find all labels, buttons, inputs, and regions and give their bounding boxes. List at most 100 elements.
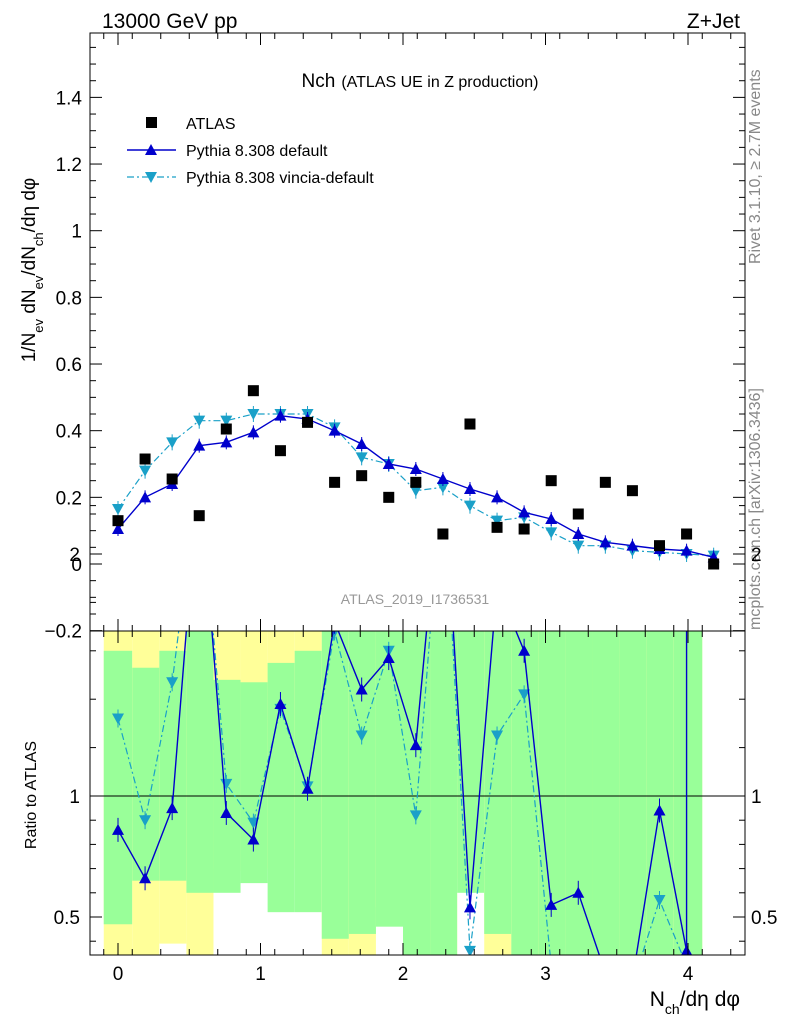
main-title-subtitle: (ATLAS UE in Z production) <box>341 74 538 91</box>
ratio-vincia-point <box>599 973 611 984</box>
main-default-point <box>139 491 152 503</box>
main-y-tick-label: −0.2 <box>44 622 82 643</box>
legend-marker-atlas <box>146 117 157 128</box>
main-y-tick-label: 0.8 <box>56 288 82 309</box>
main-default-point <box>220 436 233 448</box>
header-process-label: Z+Jet <box>687 10 740 33</box>
main-default-point <box>680 544 693 556</box>
main-atlas-point <box>166 473 178 485</box>
main-default-point <box>247 426 260 438</box>
ratio-default-point <box>599 967 611 978</box>
main-y-tick-label: 1.2 <box>56 155 82 176</box>
main-default-point <box>382 458 395 470</box>
main-atlas-point <box>626 485 638 497</box>
ratio-default-point <box>463 901 476 913</box>
ratio-default-point <box>382 652 395 664</box>
ratio-vincia-point <box>463 945 476 955</box>
ratio-inner-band <box>430 631 458 955</box>
main-default-point <box>274 409 287 421</box>
ratio-vincia-point <box>247 817 260 829</box>
analysis-id-label: ATLAS_2019_I1736531 <box>341 591 490 607</box>
ratio-y-tick-label: 1 <box>69 787 80 808</box>
header-energy-label: 13000 GeV pp <box>102 10 237 33</box>
ratio-default-point <box>653 804 666 816</box>
main-default-point <box>518 506 531 518</box>
main-y-tick-label: 0.2 <box>56 488 82 509</box>
main-atlas-point <box>329 476 341 488</box>
legend-marker-vincia <box>145 172 157 183</box>
main-default-point <box>409 463 422 475</box>
ratio-default-point <box>139 872 152 884</box>
main-atlas-point <box>302 416 314 428</box>
ratio-inner-band <box>565 631 593 955</box>
main-atlas-point <box>220 423 232 435</box>
ratio-default-point <box>572 886 585 898</box>
ratio-default-point <box>491 579 503 590</box>
main-vincia-point <box>139 465 152 477</box>
ratio-inner-band <box>240 682 268 884</box>
main-y-axis-label: 1/Nev dNev/dNch/dη dφ <box>19 178 46 363</box>
main-atlas-point <box>464 418 476 430</box>
main-vincia-point <box>545 527 558 539</box>
ratio-vincia-point <box>112 713 124 725</box>
main-atlas-point <box>383 491 395 503</box>
ratio-y-tick-label-right: 1 <box>751 787 762 808</box>
ratio-vincia-point <box>572 973 584 984</box>
ratio-y-tick-label-right: 2 <box>751 545 762 566</box>
main-vincia-point <box>463 500 476 512</box>
ratio-default-point <box>518 644 531 656</box>
ratio-inner-band <box>132 667 160 881</box>
rivet-version-label: Rivet 3.1.10, ≥ 2.7M events <box>747 69 764 264</box>
ratio-default-point <box>166 802 179 814</box>
main-panel-axes: −0.2 0 0.2 0.4 0.6 0.8 1 1.2 1.4 <box>44 32 746 643</box>
ratio-inner-band <box>646 631 674 955</box>
main-atlas-point <box>410 476 422 488</box>
main-vincia-point <box>193 415 206 427</box>
legend-label-atlas: ATLAS <box>186 116 236 133</box>
ratio-inner-band <box>673 631 703 955</box>
ratio-default-point <box>329 616 341 627</box>
ratio-vincia-point <box>193 464 205 475</box>
ratio-default-point <box>274 698 287 710</box>
ratio-default-point <box>193 463 205 474</box>
ratio-vincia-point <box>491 730 504 742</box>
main-atlas-point <box>247 385 259 397</box>
main-default-point <box>572 528 585 540</box>
ratio-default-point <box>301 782 314 794</box>
legend-marker-default <box>145 144 157 155</box>
main-default-point <box>626 539 639 551</box>
ratio-vincia-line <box>117 631 683 955</box>
main-vincia-point <box>436 482 449 494</box>
x-tick-label: 0 <box>113 964 124 985</box>
ratio-inner-band <box>103 650 133 925</box>
ratio-panel-axes: 0.5 0.51 12 20 1 2 3 4 <box>54 505 777 985</box>
main-atlas-point <box>599 476 611 488</box>
main-default-point <box>545 513 558 525</box>
main-atlas-point <box>572 508 584 520</box>
ratio-vincia-point <box>409 810 422 822</box>
main-atlas-point <box>654 540 665 552</box>
ratio-panel-series <box>112 463 693 984</box>
main-atlas-point <box>139 453 151 465</box>
main-title: Nch (ATLAS UE in Z production) <box>302 71 539 92</box>
ratio-inner-band <box>186 631 214 893</box>
main-atlas-point <box>491 521 503 533</box>
ratio-default-point <box>545 898 558 910</box>
ratio-inner-band <box>403 631 431 955</box>
main-default-point <box>599 536 612 548</box>
ratio-default-point <box>112 823 124 835</box>
main-atlas-point <box>518 523 530 535</box>
x-tick-label: 4 <box>683 964 694 985</box>
ratio-vincia-point <box>355 730 368 742</box>
legend: ATLAS Pythia 8.308 default Pythia 8.308 … <box>127 116 374 187</box>
main-atlas-point <box>274 445 286 457</box>
main-y-tick-label: 0 <box>71 555 82 576</box>
main-vincia-point <box>166 437 179 449</box>
ratio-y-tick-label: 0.5 <box>54 908 80 929</box>
main-atlas-point <box>545 475 557 487</box>
main-y-tick-label: 0.4 <box>56 422 83 443</box>
x-tick-label: 1 <box>255 964 266 985</box>
ratio-y-tick-label: 2 <box>69 545 80 566</box>
ratio-default-line <box>117 631 688 955</box>
